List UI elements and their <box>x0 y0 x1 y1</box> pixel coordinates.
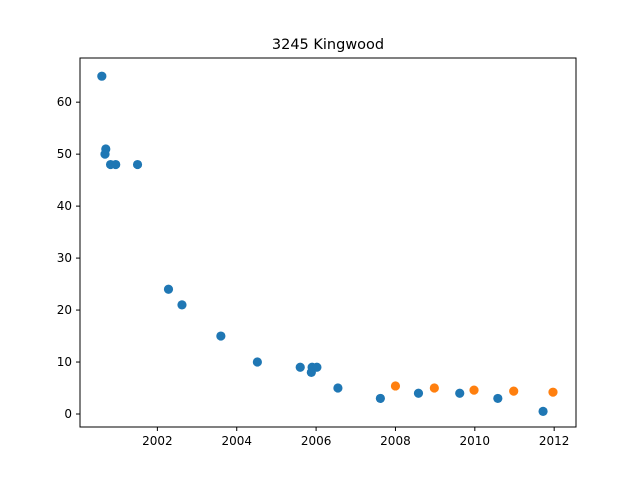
data-point-series-2 <box>509 386 519 396</box>
y-tick-label: 20 <box>57 303 72 317</box>
data-point-series-2 <box>548 387 558 397</box>
data-point-series-1 <box>111 159 121 170</box>
data-point-series-1 <box>216 331 226 341</box>
x-tick-label: 2004 <box>221 434 252 448</box>
y-tick-label: 40 <box>57 199 72 213</box>
x-tick-label: 2008 <box>380 434 411 448</box>
y-tick-label: 50 <box>57 147 72 161</box>
y-tick-label: 0 <box>64 407 72 421</box>
data-point-series-1 <box>252 357 262 367</box>
data-point-series-1 <box>413 388 424 398</box>
data-point-series-2 <box>390 381 401 391</box>
data-point-series-1 <box>100 149 110 159</box>
data-point-series-1 <box>163 284 174 294</box>
y-axis-ticks: 0 10 20 30 40 50 60 <box>57 95 80 421</box>
data-point-series-1 <box>455 388 465 398</box>
x-tick-label: 2002 <box>142 434 173 448</box>
data-point-series-1 <box>306 367 316 378</box>
y-tick-label: 30 <box>57 251 72 265</box>
x-axis-ticks: 2002 2004 2006 2008 2010 2012 <box>142 427 569 448</box>
x-tick-label: 2010 <box>460 434 491 448</box>
data-points <box>97 71 558 417</box>
x-tick-label: 2012 <box>539 434 570 448</box>
y-tick-label: 10 <box>57 355 72 369</box>
data-point-series-2 <box>429 383 439 393</box>
data-point-series-1 <box>493 393 503 404</box>
y-tick-label: 60 <box>57 95 72 109</box>
data-point-series-1 <box>375 393 385 404</box>
data-point-series-1 <box>132 159 143 170</box>
data-point-series-1 <box>538 406 548 417</box>
data-point-series-1 <box>295 362 305 372</box>
x-tick-label: 2006 <box>301 434 332 448</box>
data-point-series-1 <box>97 71 107 81</box>
chart-title: 3245 Kingwood <box>272 37 384 53</box>
data-point-series-1 <box>333 383 343 393</box>
data-point-series-1 <box>177 300 187 310</box>
plot-frame <box>79 57 577 428</box>
data-point-series-2 <box>469 385 479 395</box>
